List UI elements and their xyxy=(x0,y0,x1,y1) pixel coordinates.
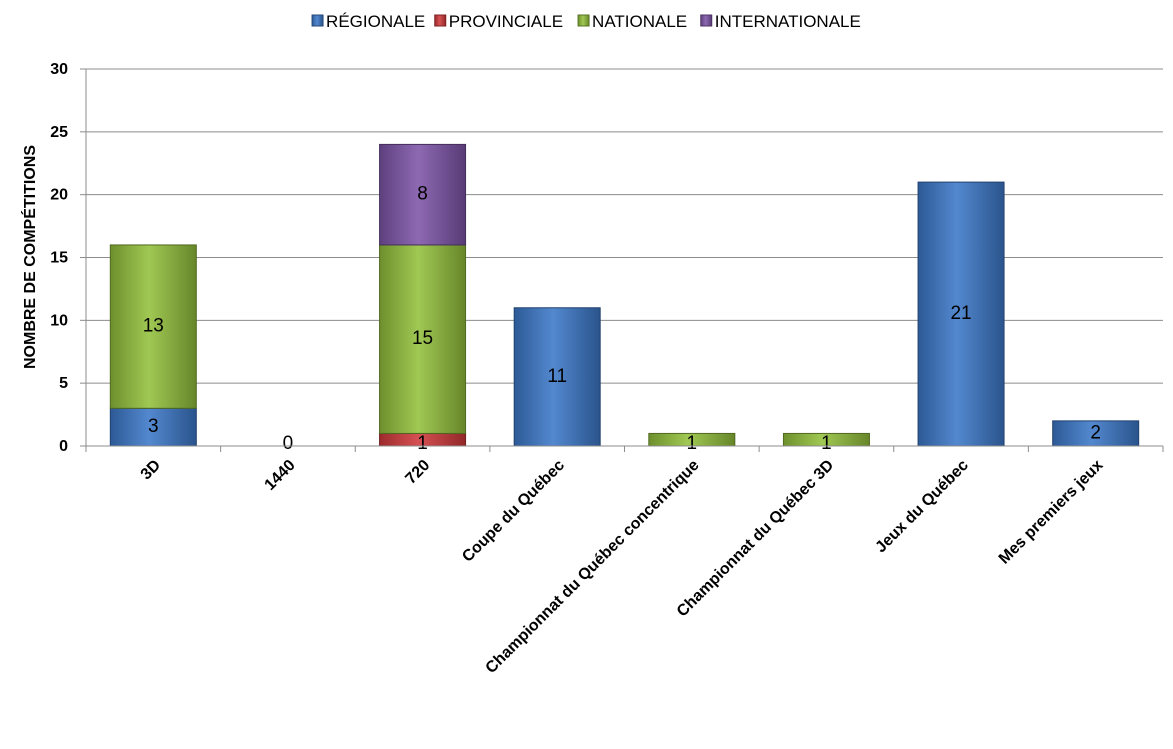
data-label: 2 xyxy=(1090,422,1101,443)
legend: RÉGIONALE PROVINCIALE NATIONALE INTERNATION… xyxy=(311,12,861,31)
y-tick-label: 10 xyxy=(50,312,68,329)
y-axis-label: NOMBRE DE COMPÉTITIONS xyxy=(20,145,39,369)
y-tick-label: 5 xyxy=(59,375,68,392)
legend-swatch xyxy=(577,14,590,27)
y-tick-label: 0 xyxy=(59,438,68,455)
x-tick-label: 1440 xyxy=(262,457,299,494)
legend-label: NATIONALE xyxy=(592,12,687,31)
bar-segment xyxy=(513,307,601,447)
data-label: 1 xyxy=(687,433,698,454)
x-tick-label: Mes premiers jeux xyxy=(996,457,1107,568)
legend-swatch xyxy=(700,14,713,27)
data-label: 1 xyxy=(417,433,428,454)
y-tick-label: 15 xyxy=(50,250,68,267)
legend-label: INTERNATIONALE xyxy=(715,12,861,31)
legend-swatch xyxy=(311,14,324,27)
y-tick-label: 30 xyxy=(50,61,68,78)
bar-segment xyxy=(917,181,1005,447)
bar-segment xyxy=(379,143,467,246)
legend-swatch xyxy=(434,14,447,27)
y-tick-label: 25 xyxy=(50,124,68,141)
data-label: 0 xyxy=(283,433,294,454)
data-label: 1 xyxy=(821,433,832,454)
x-tick-label: Jeux du Québec xyxy=(872,457,971,556)
bar-segment xyxy=(109,244,197,409)
data-label: 11 xyxy=(547,366,567,387)
y-tick-label: 20 xyxy=(50,187,68,204)
data-label: 3 xyxy=(148,416,159,437)
y-axis: 0 5 10 15 20 25 30 xyxy=(50,61,87,455)
x-tick-label: 3D xyxy=(138,457,164,483)
data-label: 8 xyxy=(417,184,428,205)
x-tick-label: 720 xyxy=(402,457,433,488)
data-label: 21 xyxy=(950,303,971,324)
legend-label: PROVINCIALE xyxy=(449,12,563,31)
bar-segment xyxy=(109,407,197,447)
bar-segment xyxy=(1052,420,1140,447)
legend-label: RÉGIONALE xyxy=(326,12,425,31)
data-label: 13 xyxy=(143,316,164,337)
x-tick-label: Championnat du Québec 3D xyxy=(674,457,838,621)
gridlines xyxy=(86,68,1163,447)
bars xyxy=(109,143,1140,447)
x-tick-label: Championnat du Québec concentrique xyxy=(483,457,703,677)
x-tick-label: Coupe du Québec xyxy=(459,457,568,566)
data-label: 15 xyxy=(412,328,433,349)
